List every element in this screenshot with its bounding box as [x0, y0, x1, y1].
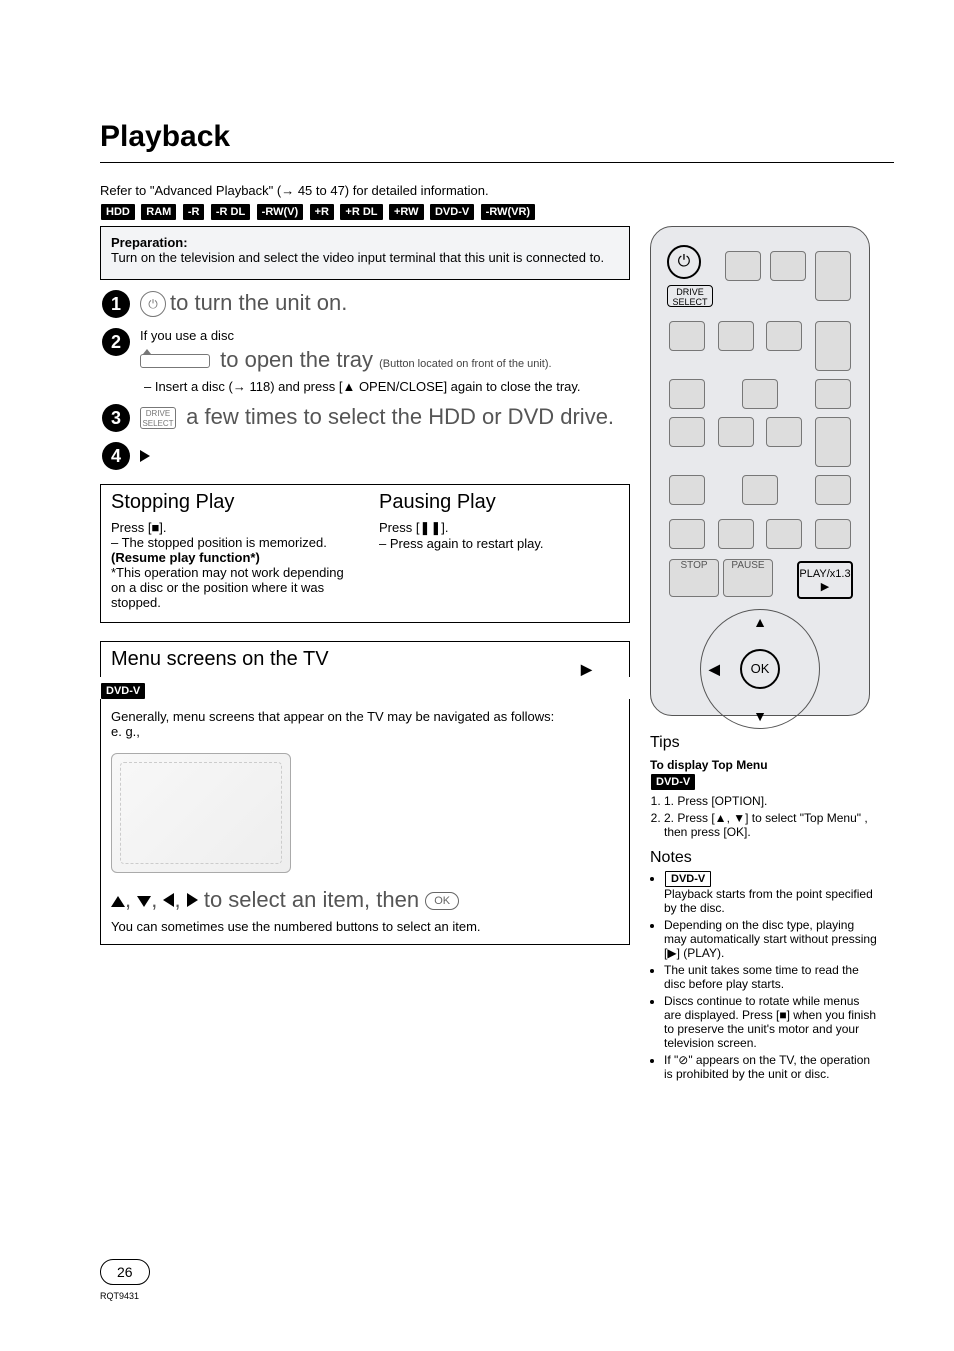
doc-code: RQT9431	[100, 1291, 150, 1301]
step-num-3: 3	[102, 404, 130, 432]
note-1: DVD-VPlayback starts from the point spec…	[664, 871, 880, 915]
stop-l2: – The stopped position is memorized.	[111, 535, 351, 550]
pause-l1: Press [❚❚].	[379, 520, 619, 536]
step-3: 3 DRIVESELECT a few times to select the …	[102, 404, 630, 432]
pause-l2: – Press again to restart play.	[379, 536, 619, 551]
page-title: Playback	[100, 120, 894, 154]
preparation-box: Preparation: Turn on the television and …	[100, 226, 630, 280]
stop-l3: (Resume play function*)	[111, 550, 260, 565]
arrow-select-line: , , , to select an item, then OK	[111, 887, 619, 913]
prep-body: Turn on the television and select the vi…	[111, 250, 604, 265]
step-1: 1 ⏻to turn the unit on.	[102, 290, 630, 318]
note-4: Discs continue to rotate while menus are…	[664, 994, 880, 1050]
footer: 26 RQT9431	[100, 1259, 150, 1301]
tips-topmenu: To display Top Menu	[650, 758, 880, 772]
open-tray-icon	[140, 354, 210, 368]
tag-rdl: -R DL	[211, 204, 250, 220]
note-2: Depending on the disc type, playing may …	[664, 918, 880, 960]
tag-ram: RAM	[141, 204, 176, 220]
play-icon	[140, 450, 150, 462]
step-2: 2 If you use a disc to open the tray (Bu…	[102, 328, 630, 394]
remote-right[interactable]: ▶	[581, 661, 811, 678]
stop-l1: Press [■].	[111, 520, 351, 535]
tag-pr: +R	[310, 204, 334, 220]
step-num-4: 4	[102, 442, 130, 470]
menu-box: Generally, menu screens that appear on t…	[100, 699, 630, 945]
menu-dvdv-tag: DVD-V	[101, 683, 145, 699]
stop-pause-box: Stopping Play Press [■]. – The stopped p…	[100, 484, 630, 623]
step2-text: to open the tray	[220, 347, 373, 372]
page-header: Playback	[100, 120, 894, 163]
notes-title: Notes	[650, 849, 880, 867]
tips-step-2: 2. Press [▲, ▼] to select "Top Menu" , t…	[664, 811, 880, 839]
prep-heading: Preparation:	[111, 235, 188, 250]
remote-nav-ring[interactable]: ▲ ▼ ◀ ▶ OK	[700, 609, 820, 729]
note-3: The unit takes some time to read the dis…	[664, 963, 880, 991]
menu-body2: e. g.,	[111, 724, 619, 739]
tips-title: Tips	[650, 734, 880, 752]
menu-screens-title: Menu screens on the TV	[100, 641, 630, 677]
tag-prw: +RW	[389, 204, 424, 220]
step2-pre: If you use a disc	[140, 328, 630, 343]
power-icon: ⏻	[140, 291, 166, 317]
tag-hdd: HDD	[101, 204, 135, 220]
select-text: to select an item, then	[204, 887, 419, 912]
example-menu-image	[111, 753, 291, 873]
step2-small: (Button located on front of the unit).	[379, 358, 551, 370]
media-tags: HDD RAM -R -R DL -RW(V) +R +R DL +RW DVD…	[100, 202, 894, 220]
tag-dvdv: DVD-V	[430, 204, 474, 220]
remote-play-button[interactable]: PLAY/x1.3▶	[797, 561, 853, 599]
stopping-title: Stopping Play	[111, 491, 351, 514]
remote-control: ⏻ DRIVE SELECT STOP PAUSE	[650, 226, 870, 716]
tag-rwvr: -RW(VR)	[481, 204, 535, 220]
step-4: 4	[102, 442, 630, 470]
remote-up[interactable]: ▲	[753, 614, 767, 630]
step-num-2: 2	[102, 328, 130, 356]
note-5: If "⊘" appears on the TV, the operation …	[664, 1053, 880, 1081]
select-sub: You can sometimes use the numbered butto…	[111, 919, 619, 934]
remote-down[interactable]: ▼	[753, 708, 767, 724]
tips-dvdv-tag: DVD-V	[651, 774, 695, 790]
menu-body1: Generally, menu screens that appear on t…	[111, 709, 619, 724]
remote-drive-select[interactable]: DRIVE SELECT	[667, 285, 713, 307]
stop-l4: *This operation may not work depending o…	[111, 565, 351, 610]
intro-text: Refer to "Advanced Playback" (→ 45 to 47…	[100, 183, 894, 198]
tag-prdl: +R DL	[340, 204, 382, 220]
step3-text: a few times to select the HDD or DVD dri…	[186, 404, 614, 429]
ok-icon: OK	[425, 892, 459, 910]
step2-sub: – Insert a disc (→ 118) and press [▲ OPE…	[140, 379, 630, 394]
step-num-1: 1	[102, 290, 130, 318]
page-number: 26	[100, 1259, 150, 1285]
tag-r: -R	[183, 204, 205, 220]
tips-step-1: 1. Press [OPTION].	[664, 794, 880, 808]
tips-section: Tips To display Top Menu DVD-V 1. Press …	[650, 734, 880, 1081]
step1-text: to turn the unit on.	[170, 290, 347, 315]
pausing-title: Pausing Play	[379, 491, 619, 514]
remote-power-button[interactable]: ⏻	[667, 245, 701, 279]
tag-rwv: -RW(V)	[257, 204, 303, 220]
drive-select-icon: DRIVESELECT	[140, 407, 176, 429]
